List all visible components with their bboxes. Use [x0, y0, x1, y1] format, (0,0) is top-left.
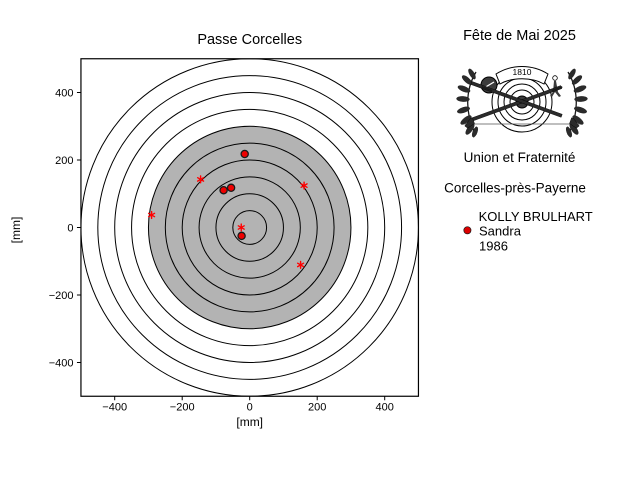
svg-text:1986: 1986	[479, 239, 508, 254]
svg-text:0: 0	[67, 222, 73, 234]
svg-text:[mm]: [mm]	[9, 217, 23, 244]
svg-text:Sandra: Sandra	[479, 224, 522, 239]
svg-text:Union et Fraternité: Union et Fraternité	[464, 150, 576, 165]
svg-text:[mm]: [mm]	[236, 415, 263, 429]
svg-text:Fête de Mai 2025: Fête de Mai 2025	[463, 28, 576, 44]
svg-text:−400: −400	[49, 357, 74, 369]
svg-text:−400: −400	[102, 402, 127, 414]
svg-text:−200: −200	[170, 402, 195, 414]
svg-text:1810: 1810	[513, 67, 532, 77]
svg-text:200: 200	[308, 402, 326, 414]
svg-text:400: 400	[376, 402, 394, 414]
svg-text:−200: −200	[49, 290, 74, 302]
svg-text:Corcelles-près-Payerne: Corcelles-près-Payerne	[444, 181, 586, 196]
svg-text:0: 0	[247, 402, 253, 414]
svg-text:KOLLY BRULHART: KOLLY BRULHART	[479, 209, 593, 224]
svg-text:Passe Corcelles: Passe Corcelles	[197, 32, 302, 48]
svg-text:200: 200	[55, 155, 73, 167]
svg-text:400: 400	[55, 87, 73, 99]
